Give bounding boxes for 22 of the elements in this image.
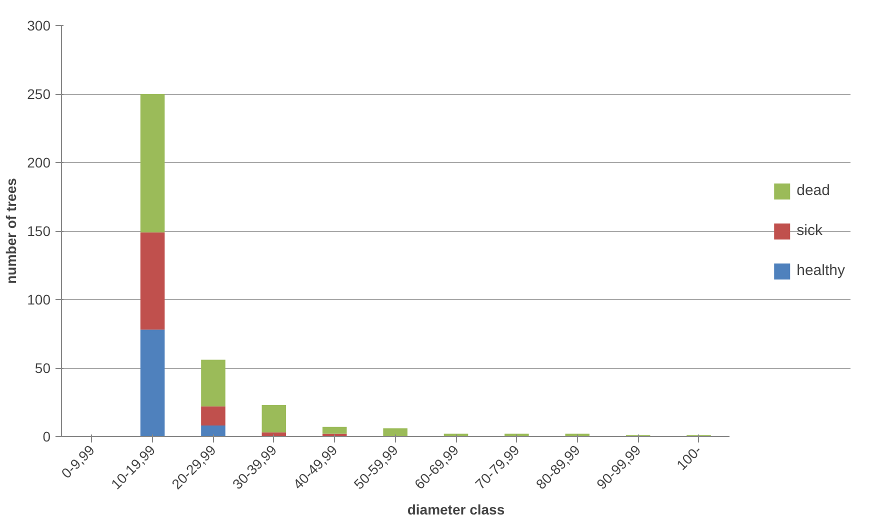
legend-label: sick — [796, 222, 822, 239]
y-tick-label: 150 — [27, 223, 51, 239]
bar — [383, 428, 408, 436]
legend-label: dead — [796, 182, 830, 199]
bar — [262, 404, 286, 432]
bar — [201, 406, 226, 426]
y-tick-label: 50 — [34, 360, 51, 376]
bar — [201, 360, 226, 406]
y-tick-label: 250 — [27, 86, 51, 102]
y-tick-label: 100 — [27, 292, 51, 308]
bar — [140, 330, 165, 436]
y-tick-label: 300 — [27, 18, 51, 34]
x-tick-label: 100- — [673, 442, 705, 473]
bar — [140, 94, 165, 232]
x-axis-title: diameter class — [407, 502, 505, 518]
y-tick-label: 0 — [42, 428, 51, 444]
y-axis-title: number of trees — [3, 178, 20, 284]
legend-label: healthy — [796, 262, 845, 279]
y-tick-label: 200 — [27, 154, 51, 170]
bar — [140, 232, 165, 330]
bar — [322, 426, 347, 434]
bar — [201, 426, 226, 436]
